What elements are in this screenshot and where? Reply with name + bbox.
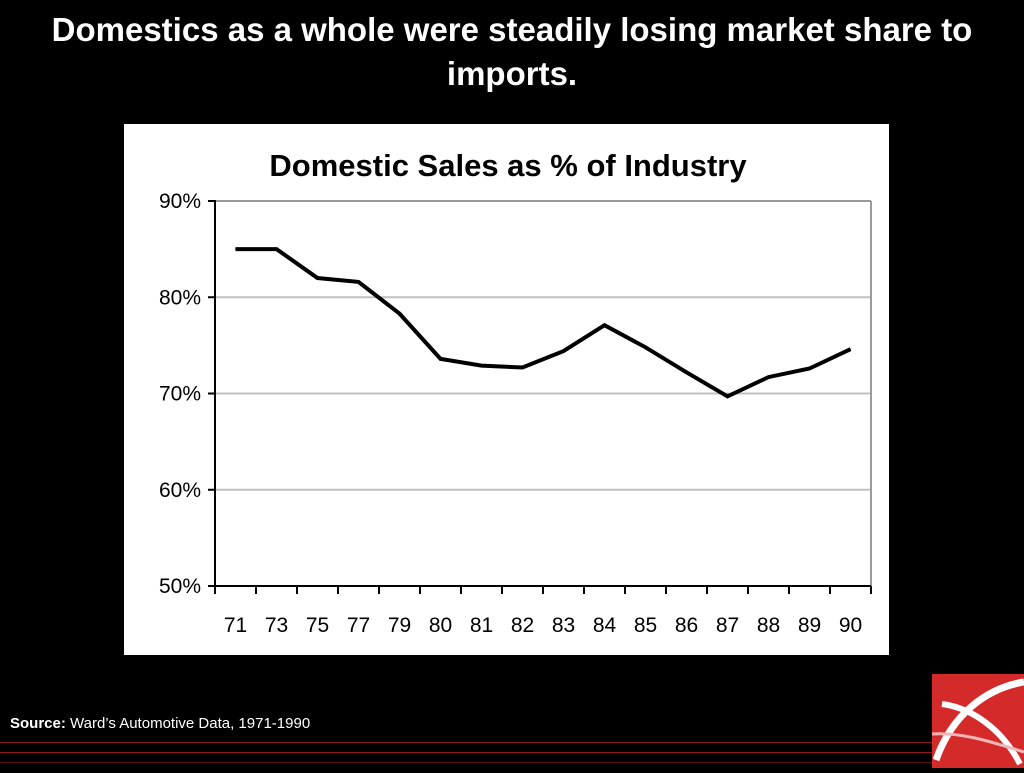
line-chart: Domestic Sales as % of Industry 50% 60% 70… [159,148,872,637]
x-tick-label: 87 [716,614,739,637]
y-tick-label: 50% [159,575,201,598]
data-point [727,395,728,397]
x-tick-label: 82 [511,614,534,637]
axes: 50% 60% 70% 80% 90% 71 73 75 77 79 80 81 82 83 84 85 86 8… [159,190,872,637]
x-tick-label: 89 [798,614,821,637]
data-point [440,358,441,360]
x-tick-label: 79 [388,614,411,637]
footer-rule [0,762,932,763]
x-tick-label: 85 [634,614,657,637]
source-text: Ward’s Automotive Data, 1971-1990 [70,715,311,732]
data-point [235,248,236,250]
data-point [276,248,277,250]
source-note: Source: Ward’s Automotive Data, 1971-199… [10,715,310,732]
x-tick-label: 81 [470,614,493,637]
chart-title: Domestic Sales as % of Industry [269,148,747,183]
series-domestic-share [235,247,852,399]
data-point [358,281,359,283]
y-tick-label: 80% [159,286,201,309]
x-tick-label: 75 [306,614,329,637]
data-point [399,313,400,315]
slide-title: Domestics as a whole were steadily losin… [51,11,973,92]
data-point [522,367,523,369]
x-tick-label: 83 [552,614,575,637]
x-tick-label: 90 [839,614,862,637]
gridlines [215,200,871,491]
x-tick-label: 73 [265,614,288,637]
data-point [645,346,646,348]
y-tick-label: 70% [159,383,201,406]
x-tick-label: 71 [224,614,247,637]
data-point [850,348,851,350]
data-point [481,365,482,367]
data-point [686,371,687,373]
source-label: Source: [10,715,66,732]
series-line [235,247,852,399]
data-point [317,277,318,279]
x-tick-label: 88 [757,614,780,637]
data-point [563,350,564,352]
brand-logo-icon [931,674,1024,768]
footer-rule [0,742,932,743]
y-tick-label: 90% [159,190,201,213]
x-tick-label: 86 [675,614,698,637]
data-point [809,367,810,369]
x-tick-label: 84 [593,614,617,637]
x-tick-label: 77 [347,614,370,637]
data-point [768,376,769,378]
y-tick-label: 60% [159,479,201,502]
data-point [604,324,605,326]
chart-panel: Domestic Sales as % of Industry 50% 60% 70… [124,124,889,655]
x-tick-label: 80 [429,614,452,637]
footer-rule [0,752,932,753]
